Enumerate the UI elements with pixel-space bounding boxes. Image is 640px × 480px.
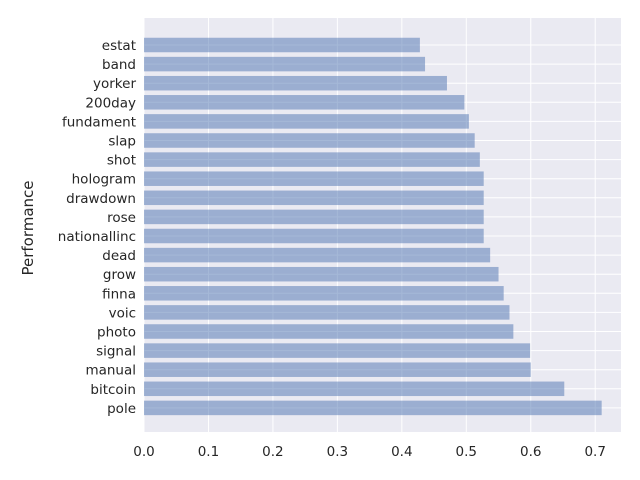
category-labels: estat band yorker 200day fundament slap shot ho…: [58, 38, 137, 417]
x-tick-labels: 0.0 0.1 0.2 0.3 0.4 0.5 0.6 0.7: [133, 444, 606, 460]
category-label: band: [102, 57, 136, 73]
bar: [144, 209, 484, 225]
category-label: 200day: [85, 95, 136, 111]
category-label: signal: [96, 344, 136, 360]
bar: [144, 305, 510, 320]
category-label: finna: [102, 286, 136, 302]
bar: [144, 95, 465, 110]
bar: [144, 75, 447, 91]
category-label: dead: [102, 248, 136, 264]
y-axis-label: Performance: [19, 180, 37, 275]
category-label: manual: [85, 363, 136, 379]
x-tick-label: 0.7: [584, 444, 605, 460]
bar: [144, 324, 514, 339]
category-label: grow: [103, 267, 136, 283]
x-tick-label: 0.3: [327, 444, 348, 460]
bar: [144, 133, 475, 148]
bar: [144, 381, 565, 397]
category-label: yorker: [93, 76, 136, 92]
category-label: photo: [97, 325, 136, 341]
bar: [144, 362, 531, 377]
category-label: shot: [107, 153, 136, 169]
bar: [144, 266, 499, 282]
category-label: slap: [108, 134, 136, 150]
bar: [144, 37, 420, 53]
bar: [144, 171, 484, 186]
bar: [144, 228, 484, 244]
category-label: drawdown: [66, 191, 136, 207]
x-tick-label: 0.1: [198, 444, 219, 460]
category-label: hologram: [72, 172, 136, 188]
bar: [144, 343, 531, 358]
bar: [144, 190, 484, 206]
bar: [144, 152, 480, 167]
x-tick-label: 0.6: [520, 444, 541, 460]
bar: [144, 56, 426, 72]
bar: [144, 247, 491, 263]
category-label: pole: [107, 401, 136, 417]
x-tick-label: 0.4: [391, 444, 412, 460]
bar: [144, 400, 602, 416]
x-tick-label: 0.0: [133, 444, 154, 460]
bar: [144, 114, 469, 129]
x-tick-label: 0.5: [456, 444, 477, 460]
category-label: nationallinc: [58, 229, 136, 245]
category-label: fundament: [62, 114, 136, 130]
category-label: voic: [109, 305, 136, 321]
category-label: bitcoin: [90, 382, 136, 398]
bars: [144, 37, 602, 416]
category-label: estat: [102, 38, 136, 54]
category-label: rose: [107, 210, 136, 226]
bar: [144, 286, 504, 301]
x-tick-label: 0.2: [262, 444, 283, 460]
